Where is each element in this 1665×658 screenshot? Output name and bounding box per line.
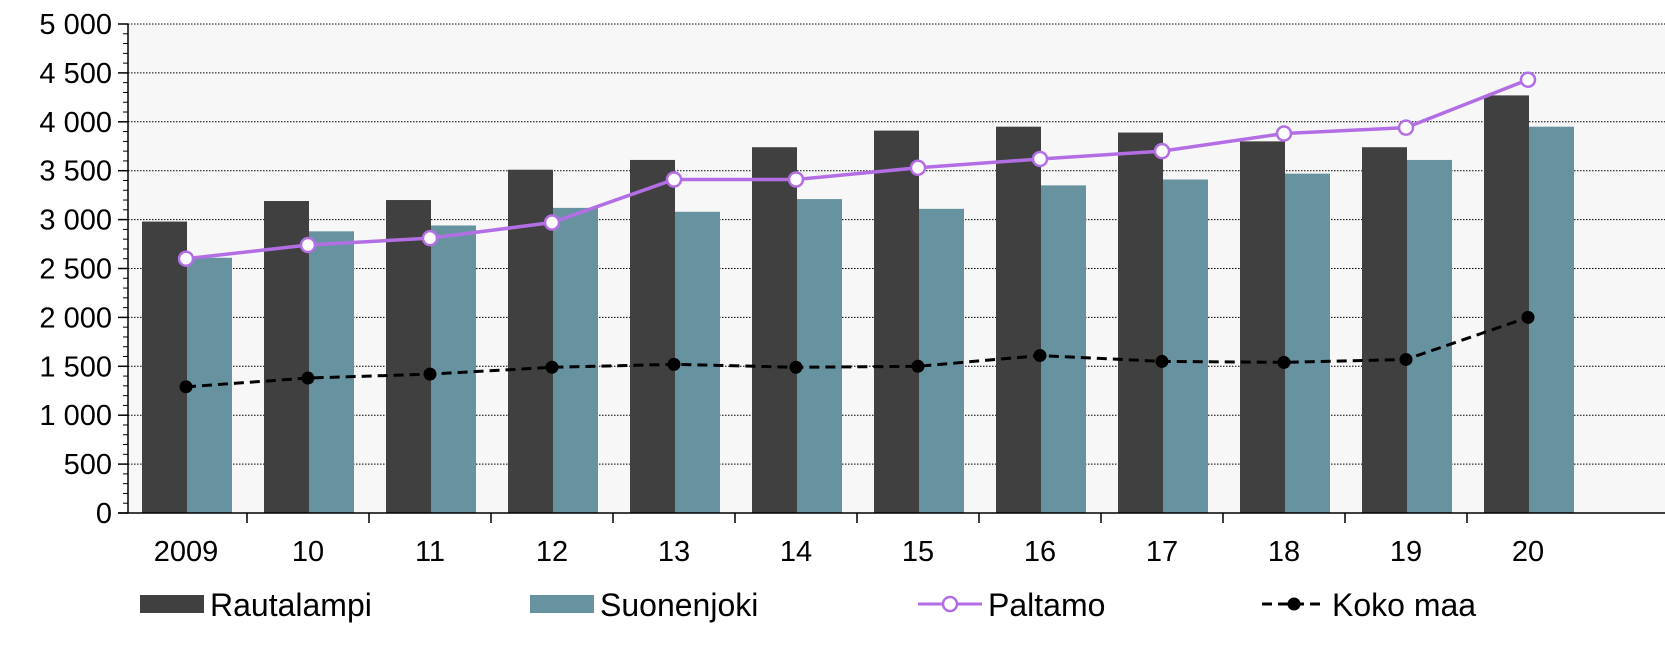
bar-suonenjoki (309, 231, 354, 513)
x-tick-label: 17 (1146, 536, 1178, 568)
legend: Rautalampi Suonenjoki Paltamo Koko maa (140, 587, 1476, 623)
y-tick-label: 3 500 (39, 156, 112, 188)
bar-rautalampi (142, 221, 187, 513)
x-tick-label: 11 (415, 536, 445, 568)
legend-label-koko-maa: Koko maa (1332, 587, 1476, 623)
y-axis: 0 500 1 000 1 500 2 000 2 500 3 000 3 500 4 000 4… (39, 9, 128, 530)
point-paltamo (909, 159, 927, 177)
point-paltamo (1031, 150, 1049, 168)
line-paltamo (185, 78, 1529, 261)
legend-label-paltamo: Paltamo (988, 587, 1105, 623)
x-tick-label: 2009 (154, 536, 219, 568)
point-paltamo (1519, 71, 1537, 88)
bar-rautalampi (386, 200, 431, 514)
line-series-koko-maa (179, 310, 1535, 394)
point-koko-maa (1277, 355, 1291, 369)
y-tick-label: 0 (96, 498, 112, 530)
x-axis: 2009 10 11 12 13 14 15 16 17 18 19 20 (118, 512, 1665, 568)
line-koko-maa (185, 315, 1529, 389)
x-tick-label: 13 (658, 536, 690, 568)
point-paltamo (1397, 119, 1415, 136)
bar-rautalampi (874, 130, 919, 514)
point-koko-maa (423, 367, 437, 381)
bar-suonenjoki (1529, 126, 1574, 513)
point-koko-maa (667, 357, 681, 371)
line-series-paltamo (177, 71, 1537, 267)
legend-marker-paltamo (941, 595, 959, 613)
y-tick-label: 1 000 (39, 400, 112, 432)
point-paltamo (543, 214, 561, 231)
y-tick-label: 2 000 (39, 302, 112, 334)
point-koko-maa (545, 360, 559, 374)
point-paltamo (299, 236, 317, 254)
point-paltamo (665, 171, 683, 188)
point-koko-maa (301, 371, 315, 385)
bar-suonenjoki (1285, 173, 1330, 513)
bar-rautalampi (752, 147, 797, 513)
x-tick-label: 16 (1024, 536, 1056, 568)
bars (142, 95, 1574, 514)
y-tick-label: 2 500 (39, 254, 112, 286)
bar-rautalampi (1118, 132, 1163, 514)
y-tick-label: 500 (64, 449, 112, 481)
x-tick-label: 20 (1512, 536, 1544, 568)
y-tick-label: 4 500 (39, 58, 112, 90)
point-paltamo (1153, 142, 1171, 160)
bar-rautalampi (1362, 147, 1407, 513)
x-tick-label: 15 (902, 536, 934, 568)
point-paltamo (1275, 125, 1293, 142)
point-koko-maa (179, 380, 193, 394)
bar-rautalampi (1484, 95, 1529, 514)
x-tick-label: 10 (292, 536, 324, 568)
bar-suonenjoki (1407, 159, 1452, 513)
point-paltamo (787, 171, 805, 188)
bar-rautalampi (996, 126, 1041, 513)
legend-marker-koko-maa (1287, 597, 1301, 611)
y-tick-label: 4 000 (39, 107, 112, 139)
legend-swatch-suonenjoki (530, 595, 594, 613)
y-tick-label: 5 000 (39, 9, 112, 41)
bar-suonenjoki (1041, 185, 1086, 513)
point-koko-maa (1399, 352, 1413, 366)
x-tick-label: 14 (780, 536, 812, 568)
bar-rautalampi (264, 201, 309, 513)
x-tick-label: 12 (536, 536, 568, 568)
point-koko-maa (1521, 310, 1535, 324)
bar-rautalampi (630, 159, 675, 513)
point-paltamo (421, 229, 439, 247)
legend-label-suonenjoki: Suonenjoki (600, 587, 758, 623)
bar-suonenjoki (675, 211, 720, 513)
y-tick-label: 1 500 (39, 351, 112, 383)
point-paltamo (177, 250, 195, 267)
point-koko-maa (1033, 349, 1047, 363)
x-tick-label: 18 (1268, 536, 1300, 568)
point-koko-maa (1155, 354, 1169, 368)
bar-suonenjoki (553, 207, 598, 513)
point-koko-maa (789, 360, 803, 374)
bar-rautalampi (1240, 141, 1285, 514)
point-koko-maa (911, 359, 925, 373)
legend-swatch-rautalampi (140, 595, 204, 613)
bar-suonenjoki (431, 225, 476, 513)
bar-suonenjoki (1163, 179, 1208, 513)
y-tick-label: 3 000 (39, 205, 112, 237)
bar-suonenjoki (919, 208, 964, 514)
x-tick-label: 19 (1390, 536, 1422, 568)
legend-label-rautalampi: Rautalampi (210, 587, 372, 623)
bar-suonenjoki (797, 199, 842, 513)
